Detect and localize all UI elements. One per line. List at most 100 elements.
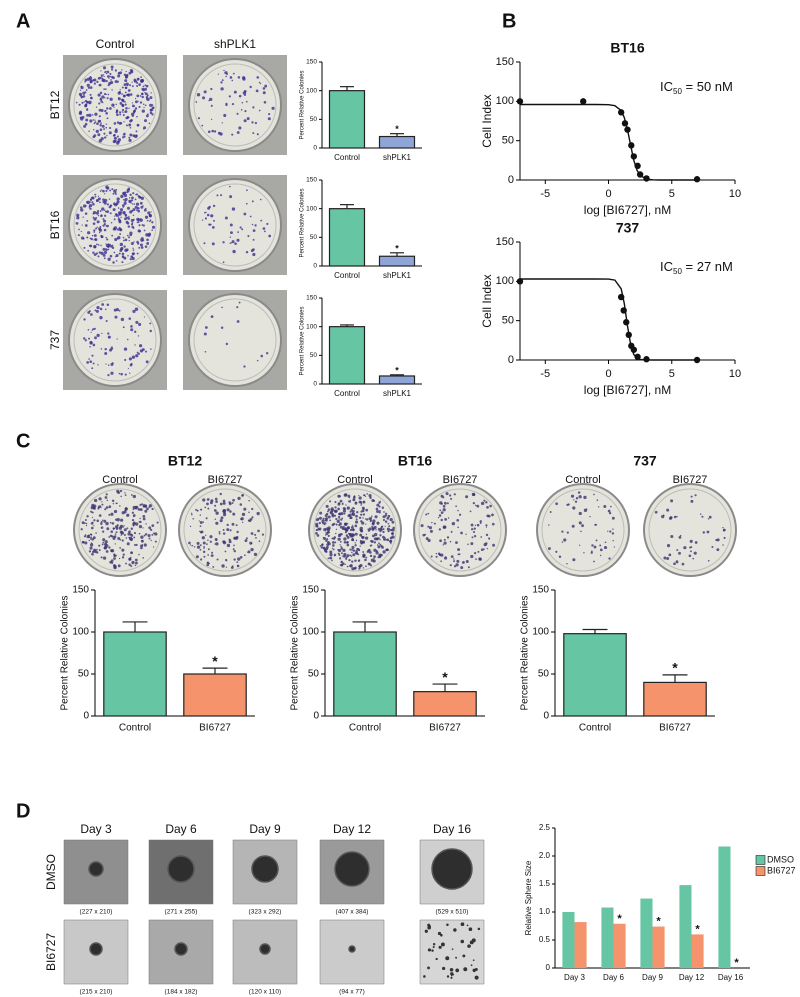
colony — [444, 556, 448, 560]
colony — [106, 70, 110, 74]
bar — [562, 912, 575, 968]
fragment — [424, 929, 428, 933]
colony — [134, 198, 137, 201]
colony — [345, 541, 349, 544]
photo-caption: (94 x 77) — [339, 989, 365, 996]
sphere — [431, 848, 473, 890]
colony — [115, 213, 117, 215]
colony — [342, 525, 345, 528]
fragment — [451, 948, 454, 950]
bar — [718, 846, 731, 968]
colony — [345, 504, 347, 506]
fragment — [455, 968, 460, 973]
colony — [384, 514, 388, 517]
colony — [449, 540, 452, 543]
colony — [149, 111, 153, 115]
x-tick-label: 5 — [669, 188, 675, 200]
colony — [362, 507, 365, 510]
colony — [99, 210, 102, 212]
colony — [486, 514, 490, 518]
colony — [113, 553, 116, 556]
colony — [90, 536, 93, 539]
colony — [113, 218, 116, 221]
colony — [457, 526, 459, 529]
colony — [229, 195, 233, 199]
colony — [232, 512, 236, 516]
colony — [111, 535, 114, 538]
colony — [351, 567, 355, 571]
colony — [136, 206, 140, 210]
photo-caption: (271 x 255) — [165, 909, 198, 916]
colony — [254, 121, 258, 125]
colony — [135, 543, 138, 546]
colony — [358, 549, 361, 552]
colony — [82, 91, 86, 95]
colony — [137, 335, 140, 337]
colony — [84, 224, 88, 227]
colony — [143, 208, 147, 212]
photo-caption: (323 x 292) — [249, 909, 282, 916]
colony — [112, 208, 116, 212]
colony — [252, 106, 255, 109]
colony — [337, 552, 340, 555]
colony — [209, 223, 212, 226]
colony — [666, 544, 671, 548]
colony — [346, 522, 349, 525]
colony — [231, 522, 235, 526]
colony — [379, 530, 382, 533]
colony — [382, 550, 386, 554]
colony — [244, 554, 246, 557]
colony — [80, 230, 82, 233]
colony — [92, 135, 96, 139]
colony — [450, 530, 453, 533]
colony — [89, 360, 93, 364]
colony — [599, 554, 602, 557]
colony — [353, 499, 355, 501]
colony — [139, 95, 142, 97]
colony — [93, 519, 96, 522]
colony — [148, 526, 152, 530]
colony — [116, 338, 118, 340]
colony — [191, 544, 194, 547]
colony — [130, 565, 133, 568]
fragment — [460, 939, 465, 944]
colony — [220, 81, 223, 84]
colony — [154, 532, 158, 536]
colony — [100, 122, 102, 124]
colony — [676, 515, 678, 518]
colony — [127, 217, 131, 220]
colony — [147, 233, 151, 237]
colony — [125, 214, 128, 217]
legend-swatch — [755, 866, 766, 876]
colony — [129, 68, 133, 73]
y-tick-label: 150 — [532, 585, 549, 596]
colony — [446, 536, 450, 539]
data-point — [624, 126, 631, 133]
colony — [345, 534, 349, 537]
colony — [131, 511, 134, 514]
colony — [134, 330, 137, 333]
colony — [230, 231, 233, 235]
colony — [100, 556, 103, 559]
colony — [105, 243, 107, 245]
colony — [96, 199, 99, 202]
fit-curve — [520, 278, 698, 361]
colony — [129, 210, 133, 214]
colony — [109, 348, 112, 352]
colony — [251, 223, 254, 226]
colony — [693, 551, 697, 555]
colony — [93, 498, 98, 503]
colony — [142, 224, 145, 227]
colony — [103, 128, 105, 130]
colony — [215, 521, 219, 525]
colony — [142, 85, 145, 88]
colony — [108, 536, 111, 538]
colony — [90, 313, 93, 316]
colony — [228, 95, 231, 98]
fragment — [473, 969, 476, 973]
colony — [324, 514, 328, 518]
colony — [107, 248, 110, 251]
colony — [354, 559, 357, 562]
colony — [443, 525, 447, 529]
colony — [116, 489, 120, 494]
